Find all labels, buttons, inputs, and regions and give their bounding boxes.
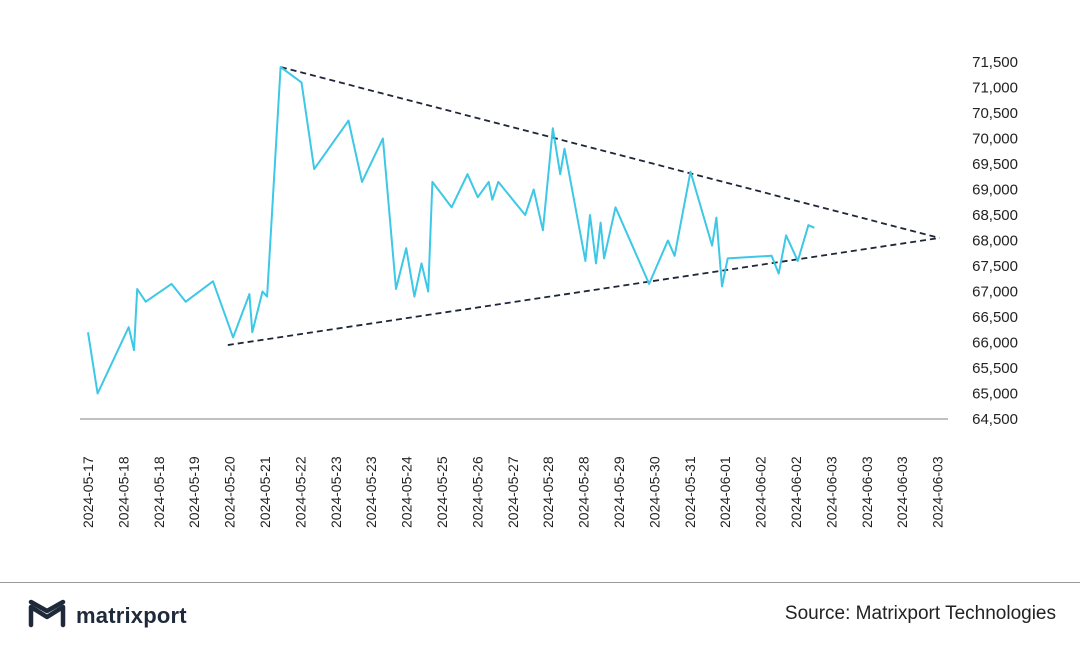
y-tick-label: 71,500 <box>972 54 1018 71</box>
x-tick-label: 2024-06-02 <box>788 456 804 528</box>
x-tick-label: 2024-06-03 <box>894 456 910 528</box>
x-tick-label: 2024-06-03 <box>823 456 839 528</box>
y-axis-ticks: 64,500 65,000 65,500 66,000 66,500 67,000 67,5… <box>972 54 1018 428</box>
y-tick-label: 65,000 <box>972 386 1018 403</box>
x-tick-label: 2024-05-26 <box>469 456 485 528</box>
footer-divider <box>0 582 1080 583</box>
x-tick-label: 2024-06-03 <box>930 456 946 528</box>
source-note: Source: Matrixport Technologies <box>784 603 1056 624</box>
x-tick-label: 2024-05-18 <box>151 456 167 528</box>
y-tick-label: 66,000 <box>972 335 1018 352</box>
matrixport-logo-icon <box>28 598 66 633</box>
x-tick-label: 2024-05-19 <box>186 456 202 528</box>
price-line <box>87 66 815 395</box>
brand-name: matrixport <box>76 602 187 628</box>
trendlines <box>227 66 940 346</box>
x-tick-label: 2024-05-31 <box>682 456 698 528</box>
x-tick-label: 2024-05-24 <box>399 456 415 528</box>
x-tick-label: 2024-05-23 <box>328 456 344 528</box>
y-tick-label: 68,000 <box>972 233 1018 250</box>
x-tick-label: 2024-06-03 <box>859 456 875 528</box>
x-tick-label: 2024-05-23 <box>363 456 379 528</box>
y-tick-label: 64,500 <box>972 411 1018 428</box>
x-tick-label: 2024-05-28 <box>540 456 556 528</box>
y-tick-label: 70,000 <box>972 131 1018 148</box>
x-tick-label: 2024-05-18 <box>115 456 131 528</box>
x-axis-ticks: 2024-05-17 2024-05-18 2024-05-18 2024-05-19… <box>80 456 946 528</box>
x-tick-label: 2024-05-27 <box>505 456 521 528</box>
price-series <box>87 66 815 395</box>
price-chart: 64,500 65,000 65,500 66,000 66,500 67,000 67,5… <box>80 54 1018 528</box>
x-tick-label: 2024-05-28 <box>576 456 592 528</box>
y-tick-label: 67,500 <box>972 258 1018 275</box>
x-tick-label: 2024-05-30 <box>646 456 662 528</box>
y-tick-label: 65,500 <box>972 360 1018 377</box>
y-tick-label: 71,000 <box>972 80 1018 97</box>
brand: matrixport <box>28 598 187 633</box>
y-tick-label: 69,500 <box>972 156 1018 173</box>
y-tick-label: 67,000 <box>972 284 1018 301</box>
x-tick-label: 2024-05-25 <box>434 456 450 528</box>
y-tick-label: 69,000 <box>972 182 1018 199</box>
y-tick-label: 66,500 <box>972 309 1018 326</box>
x-tick-label: 2024-05-21 <box>257 456 273 528</box>
x-tick-label: 2024-06-01 <box>717 456 733 528</box>
x-tick-label: 2024-05-22 <box>292 456 308 528</box>
upper-trendline <box>280 66 940 239</box>
x-tick-label: 2024-05-29 <box>611 456 627 528</box>
x-tick-label: 2024-05-20 <box>222 456 238 528</box>
x-tick-label: 2024-06-02 <box>753 456 769 528</box>
y-tick-label: 68,500 <box>972 207 1018 224</box>
x-tick-label: 2024-05-17 <box>80 456 96 528</box>
y-tick-label: 70,500 <box>972 105 1018 122</box>
